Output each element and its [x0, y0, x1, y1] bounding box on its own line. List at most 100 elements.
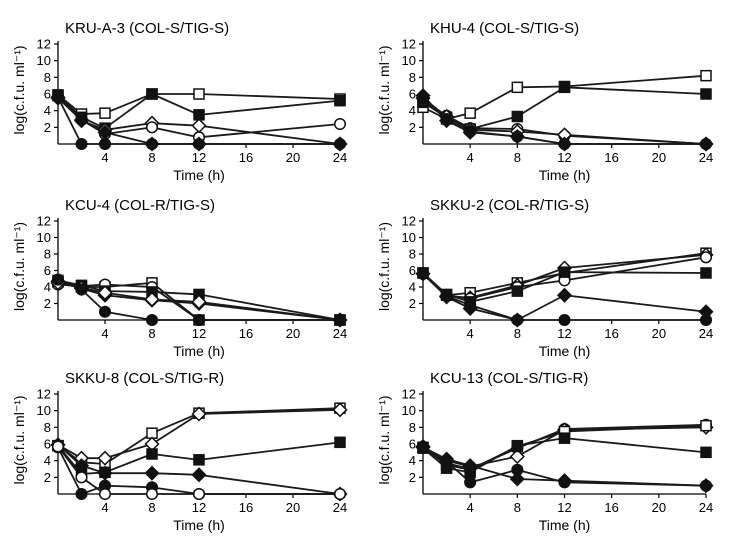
y-axis-title: log(c.f.u. ml⁻¹)	[11, 222, 27, 311]
x-tick-label: 24	[333, 326, 347, 341]
x-axis-title: Time (h)	[539, 517, 591, 533]
y-tick-label: 8	[409, 247, 416, 262]
data-point-circle-filled	[145, 313, 159, 327]
data-point-square-filled	[558, 81, 571, 94]
y-tick-label: 6	[44, 263, 51, 278]
x-tick-label: 24	[699, 150, 713, 165]
x-tick-label: 20	[652, 326, 666, 341]
data-point-diamond-filled	[556, 473, 573, 489]
data-point-square-filled	[193, 454, 205, 466]
data-point-circle-open	[333, 487, 347, 501]
y-tick-label: 6	[409, 437, 416, 452]
data-point-diamond-filled	[462, 458, 478, 474]
panel-title: SKKU-2 (COL-R/TIG-S)	[430, 197, 589, 214]
data-point-square-open	[700, 69, 712, 82]
y-tick-label: 8	[44, 420, 51, 435]
panel-title: KHU-4 (COL-S/TIG-S)	[430, 20, 579, 37]
data-point-square-open	[193, 88, 205, 100]
data-point-circle-filled	[699, 313, 713, 327]
data-point-circle-filled	[98, 137, 112, 151]
data-point-diamond-filled	[462, 124, 478, 140]
y-tick-label: 8	[409, 420, 416, 435]
data-point-circle-open	[699, 251, 713, 264]
y-tick-label: 12	[402, 214, 416, 229]
data-point-circle-open	[145, 487, 159, 501]
y-tick-label: 10	[37, 230, 51, 245]
data-point-diamond-open	[332, 402, 348, 418]
data-point-square-filled	[511, 110, 524, 123]
y-tick-label: 2	[44, 120, 51, 135]
y-tick-label: 12	[402, 387, 416, 402]
data-point-square-filled	[511, 439, 524, 452]
x-axis-title: Time (h)	[173, 167, 225, 183]
data-point-diamond-filled	[415, 439, 431, 455]
data-point-circle-open	[98, 487, 112, 501]
x-axis-title: Time (h)	[173, 343, 225, 359]
data-point-circle-filled	[440, 290, 453, 303]
x-tick-label: 20	[286, 500, 300, 515]
x-tick-label: 4	[101, 500, 108, 515]
data-point-square-open	[464, 107, 476, 119]
y-tick-label: 8	[409, 70, 416, 85]
data-point-square-open	[99, 107, 111, 119]
data-point-square-filled	[334, 436, 346, 449]
y-tick-label: 4	[409, 280, 416, 295]
data-point-square-filled	[511, 285, 524, 297]
x-tick-label: 20	[652, 150, 666, 165]
y-tick-label: 10	[37, 403, 51, 418]
x-tick-label: 16	[604, 150, 618, 165]
data-point-circle-filled	[51, 91, 65, 104]
data-point-diamond-filled	[698, 136, 714, 152]
data-point-square-filled	[558, 432, 571, 444]
y-tick-label: 2	[44, 470, 51, 485]
y-tick-label: 12	[37, 37, 51, 52]
y-tick-label: 10	[402, 53, 416, 68]
data-point-diamond-filled	[144, 465, 160, 481]
x-tick-label: 4	[467, 150, 474, 165]
y-axis-title: log(c.f.u. ml⁻¹)	[11, 45, 27, 134]
y-tick-label: 6	[44, 87, 51, 102]
x-tick-label: 12	[192, 326, 206, 341]
data-point-square-filled	[558, 266, 571, 278]
data-point-diamond-filled	[509, 471, 525, 487]
data-point-square-filled	[700, 267, 712, 279]
y-tick-label: 8	[44, 70, 51, 85]
x-tick-label: 8	[514, 500, 521, 515]
x-tick-label: 16	[604, 500, 618, 515]
y-tick-label: 4	[44, 103, 51, 118]
data-point-circle-open	[192, 487, 206, 501]
y-tick-label: 2	[44, 296, 51, 311]
panel-title: SKKU-8 (COL-S/TIG-R)	[65, 370, 224, 387]
x-tick-label: 8	[148, 500, 155, 515]
data-point-diamond-open	[97, 450, 113, 466]
data-point-square-filled	[146, 88, 158, 100]
data-point-diamond-filled	[415, 88, 431, 104]
y-tick-label: 6	[44, 437, 51, 452]
x-tick-label: 16	[239, 150, 253, 165]
data-point-circle-filled	[416, 267, 430, 280]
x-tick-label: 20	[286, 150, 300, 165]
data-point-square-open	[700, 419, 712, 432]
x-tick-label: 8	[148, 150, 155, 165]
x-tick-label: 4	[101, 150, 108, 165]
data-point-circle-filled	[558, 313, 571, 327]
y-tick-label: 10	[402, 403, 416, 418]
y-tick-label: 4	[44, 453, 51, 468]
x-tick-label: 20	[652, 500, 666, 515]
x-tick-label: 24	[333, 500, 347, 515]
data-point-circle-filled	[511, 313, 524, 327]
data-point-diamond-open	[509, 448, 525, 465]
data-point-diamond-filled	[509, 128, 525, 145]
y-tick-label: 12	[402, 37, 416, 52]
data-point-circle-open	[145, 121, 159, 134]
data-point-diamond-open	[191, 118, 207, 134]
data-point-circle-open	[75, 471, 88, 484]
x-axis-title: Time (h)	[539, 167, 591, 183]
panel-title: KRU-A-3 (COL-S/TIG-S)	[65, 20, 229, 37]
data-point-diamond-filled	[556, 287, 573, 303]
data-point-square-filled	[700, 446, 712, 459]
x-tick-label: 12	[557, 500, 571, 515]
y-axis-title: log(c.f.u. ml⁻¹)	[376, 222, 392, 311]
